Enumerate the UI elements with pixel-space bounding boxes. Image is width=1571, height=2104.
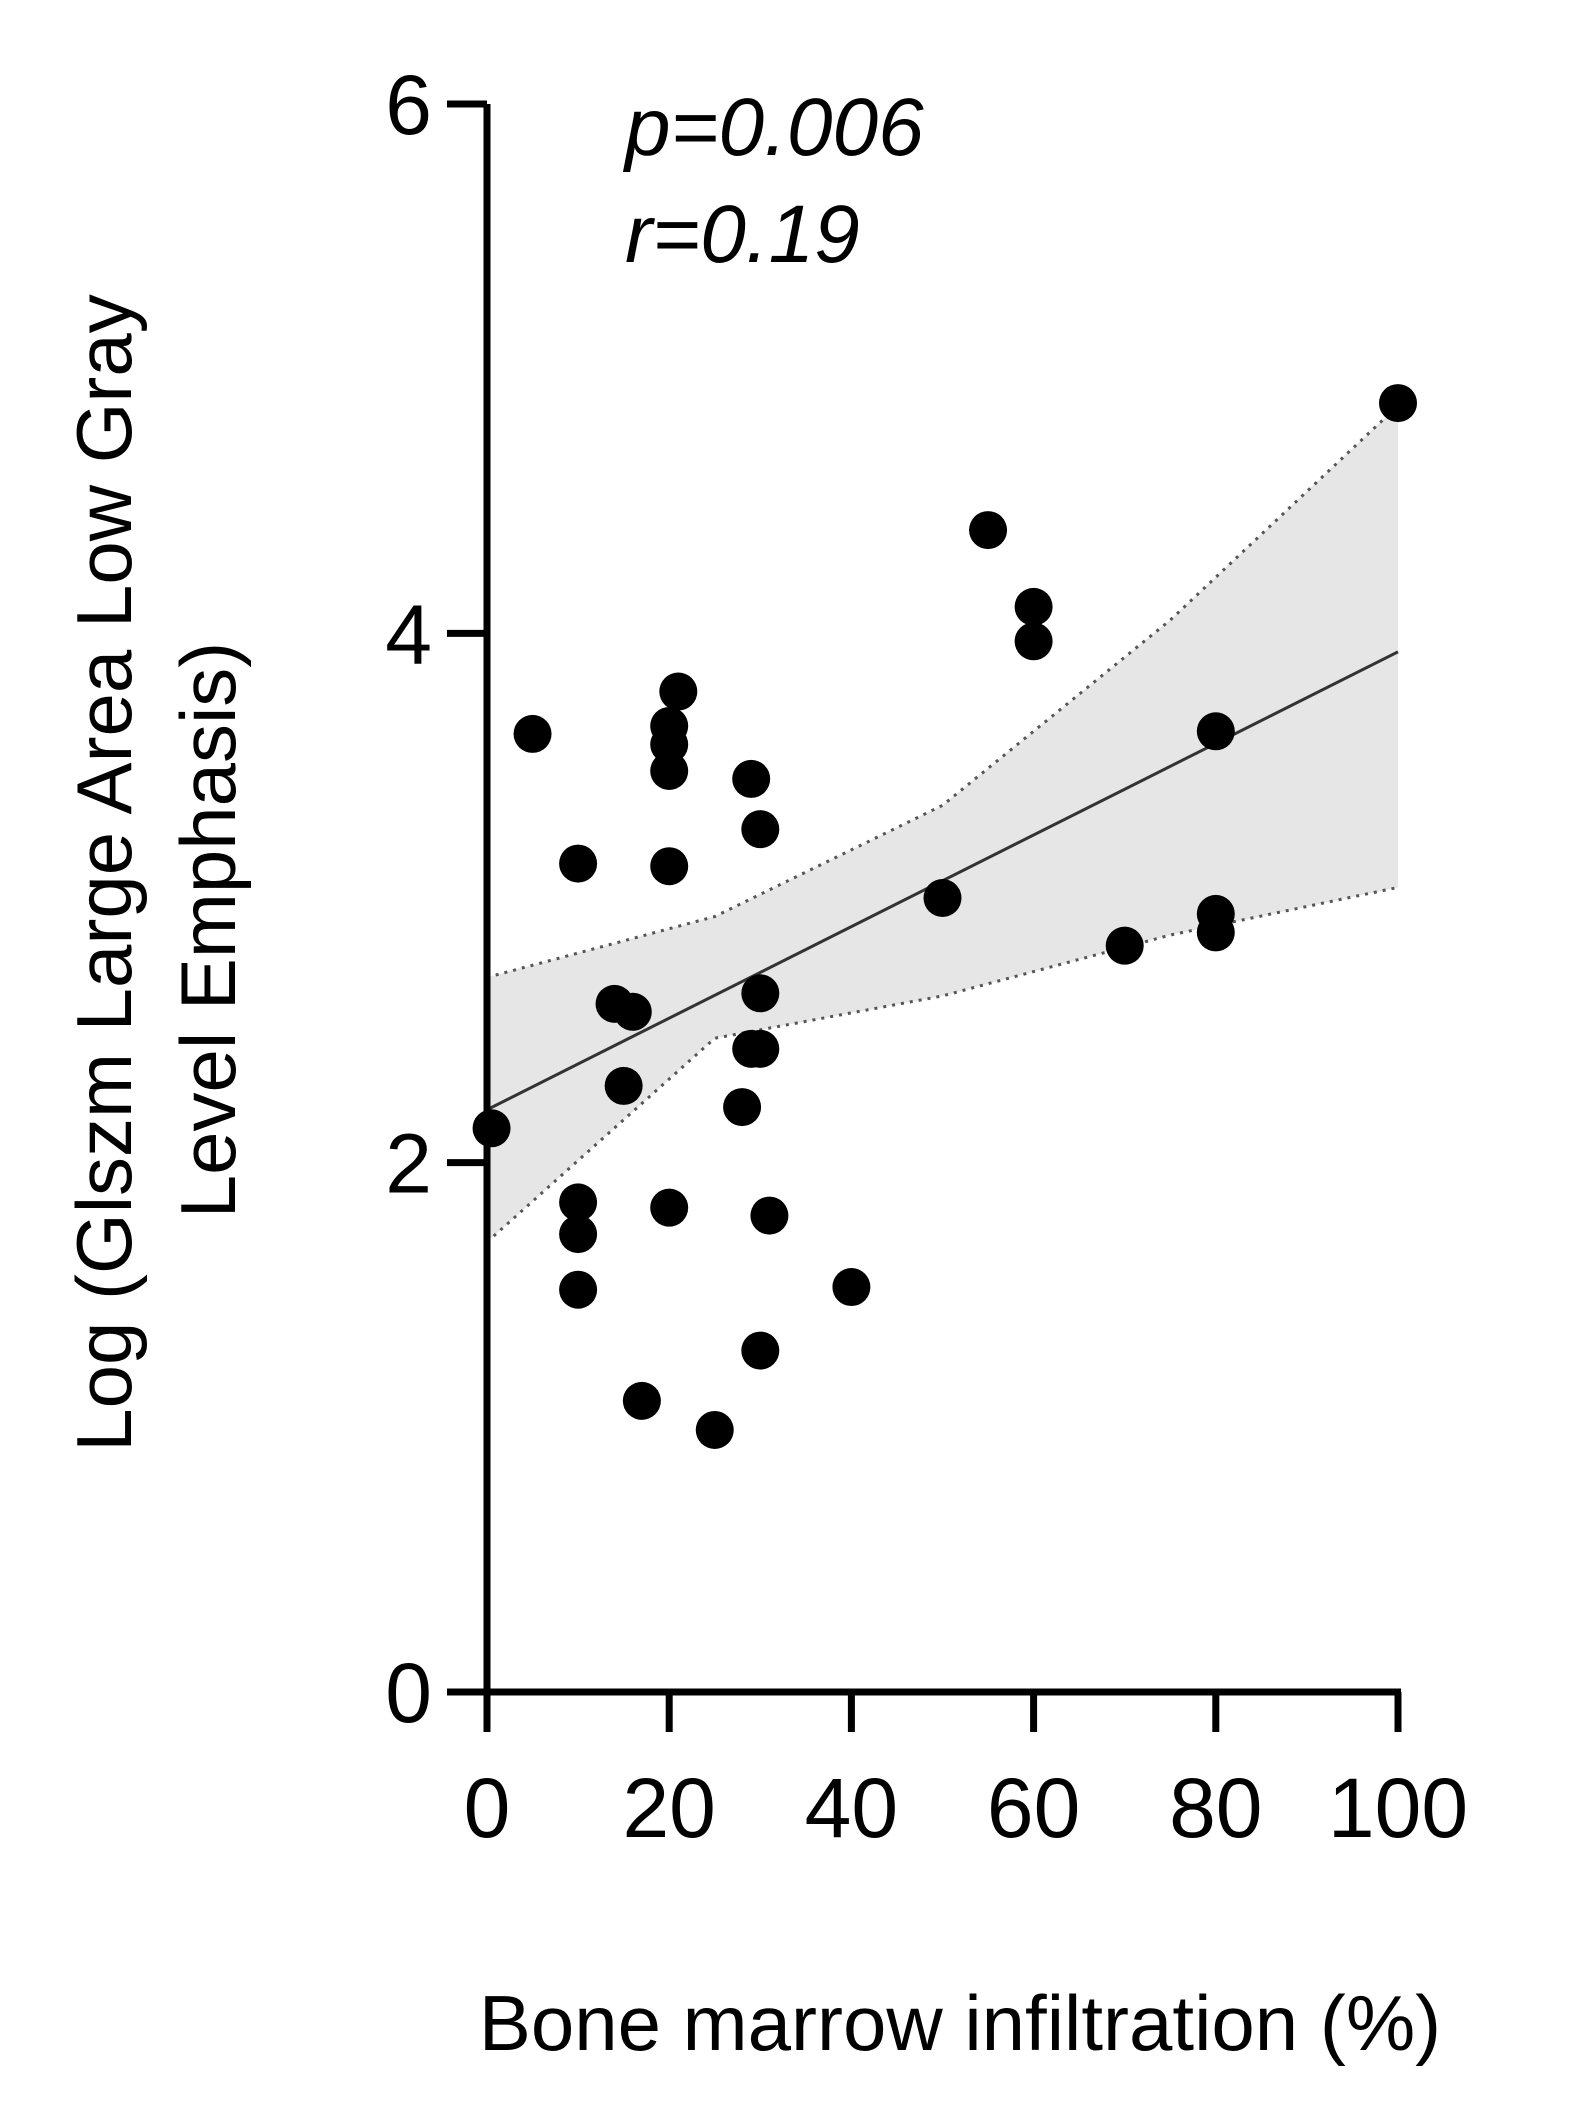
data-point	[559, 844, 598, 883]
data-point	[613, 992, 652, 1031]
data-point	[695, 1410, 734, 1449]
x-tick-label: 40	[805, 1761, 898, 1855]
data-point	[741, 810, 780, 849]
y-axis-label-line1: Log (Glszm Large Area Low Gray	[60, 294, 148, 1452]
data-point	[559, 1215, 598, 1254]
x-tick-label: 20	[622, 1761, 715, 1855]
data-point	[750, 1196, 789, 1235]
p-value-annotation: p=0.006	[622, 82, 924, 173]
data-point	[969, 511, 1008, 550]
data-point	[650, 1188, 689, 1227]
data-points-group	[472, 384, 1417, 1449]
data-point	[659, 672, 698, 711]
x-tick-label: 60	[987, 1761, 1080, 1855]
data-point	[604, 1066, 643, 1105]
data-point	[1196, 913, 1235, 952]
y-tick-label: 0	[385, 1646, 432, 1740]
x-axis-label: Bone marrow infiltration (%)	[479, 1979, 1441, 2067]
data-point	[1379, 384, 1417, 423]
r-value-annotation: r=0.19	[625, 189, 860, 280]
data-point	[741, 974, 780, 1013]
data-point	[650, 725, 689, 764]
data-point	[513, 714, 552, 753]
data-point	[650, 847, 689, 886]
data-point	[472, 1109, 511, 1148]
x-tick-label: 0	[464, 1761, 511, 1855]
data-point	[1105, 926, 1144, 965]
confidence-band-fill	[487, 405, 1398, 1243]
data-point	[559, 1270, 598, 1309]
data-point	[1196, 712, 1235, 751]
data-point	[1014, 587, 1053, 626]
x-tick-label: 80	[1169, 1761, 1262, 1855]
data-point	[732, 759, 771, 798]
data-point	[741, 1029, 780, 1068]
data-point	[622, 1381, 661, 1420]
data-point	[832, 1268, 871, 1307]
data-point	[1014, 622, 1053, 661]
confidence-band-group	[485, 404, 1400, 1244]
y-tick-label: 2	[385, 1117, 432, 1211]
y-tick-label: 6	[385, 58, 432, 152]
data-point	[650, 751, 689, 790]
text-group: p=0.006 r=0.19 Bone marrow infiltration …	[60, 82, 1441, 2067]
data-point	[559, 1183, 598, 1222]
data-point	[741, 1331, 780, 1370]
y-tick-label: 4	[385, 587, 432, 681]
data-point	[723, 1088, 762, 1127]
x-tick-label: 100	[1328, 1761, 1468, 1855]
data-point	[923, 879, 962, 917]
y-axis-label-line2: Level Emphasis)	[164, 642, 252, 1219]
